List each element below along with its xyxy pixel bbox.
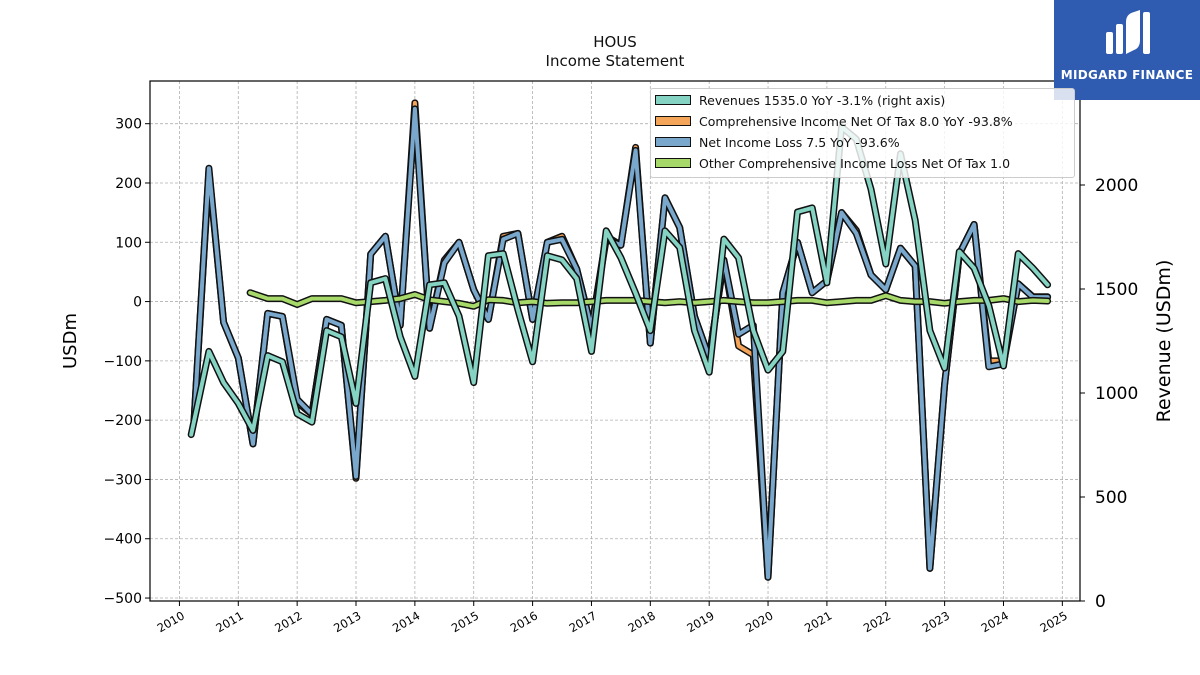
y-right-tick-label: 0 [1095,592,1106,612]
legend-swatch [655,137,691,147]
x-tick-label: 2024 [979,608,1011,635]
y-tick-label: 200 [115,176,142,192]
legend-label: Comprehensive Income Net Of Tax 8.0 YoY … [699,113,1013,129]
x-tick-label: 2021 [802,608,834,635]
x-tick-label: 2019 [684,608,716,635]
x-tick-label: 2023 [920,608,952,635]
x-tick-label: 2018 [625,608,657,635]
y-tick-label: −100 [104,354,142,370]
legend: Revenues 1535.0 YoY -3.1% (right axis) C… [650,88,1075,178]
legend-label: Revenues 1535.0 YoY -3.1% (right axis) [699,92,946,108]
legend-swatch [655,95,691,105]
brand-logo: MIDGARD FINANCE [1054,0,1200,100]
net-income-loss-line [192,106,1050,580]
x-tick-label: 2020 [743,608,775,635]
y-tick-label: −200 [104,413,142,429]
y-tick-label: −300 [104,472,142,488]
legend-label: Other Comprehensive Income Loss Net Of T… [699,155,1011,171]
y-right-tick-label: 500 [1095,488,1127,508]
y-tick-label: 0 [133,295,142,311]
x-tick-label: 2011 [213,608,245,635]
x-tick-label: 2016 [508,608,540,635]
x-tick-label: 2013 [331,608,363,635]
y-right-tick-label: 1000 [1095,384,1138,404]
legend-item-revenues: Revenues 1535.0 YoY -3.1% (right axis) [655,91,945,109]
other-comprehensive-income-loss-net-of-tax-line [248,290,1050,309]
x-tick-label: 2014 [390,608,422,635]
y-right-tick-label: 1500 [1095,280,1138,300]
y-right-axis-label: Revenue (USDm) [1153,260,1175,423]
y-tick-label: 300 [115,117,142,133]
legend-swatch [655,158,691,168]
x-tick-label: 2025 [1037,608,1069,635]
legend-item-comprehensive-income: Comprehensive Income Net Of Tax 8.0 YoY … [655,112,1013,130]
y-tick-label: 100 [115,235,142,251]
y-tick-label: −400 [104,532,142,548]
y-right-tick-label: 2000 [1095,176,1138,196]
y-tick-label: −500 [104,591,142,607]
x-tick-label: 2017 [567,608,599,635]
legend-swatch [655,116,691,126]
chart-subtitle: Income Statement [545,52,685,70]
x-tick-label: 2010 [155,608,187,635]
legend-item-other-comprehensive-income: Other Comprehensive Income Loss Net Of T… [655,154,1010,172]
x-tick-label: 2015 [449,608,481,635]
x-tick-label: 2012 [272,608,304,635]
plot-frame [149,80,1081,602]
legend-label: Net Income Loss 7.5 YoY -93.6% [699,134,900,150]
midgard-logo-icon [1106,10,1150,54]
legend-item-net-income: Net Income Loss 7.5 YoY -93.6% [655,133,900,151]
x-tick-label: 2022 [861,608,893,635]
chart-title: HOUS [593,33,637,51]
y-axis-label: USDm [60,313,81,369]
logo-text: MIDGARD FINANCE [1060,68,1194,82]
